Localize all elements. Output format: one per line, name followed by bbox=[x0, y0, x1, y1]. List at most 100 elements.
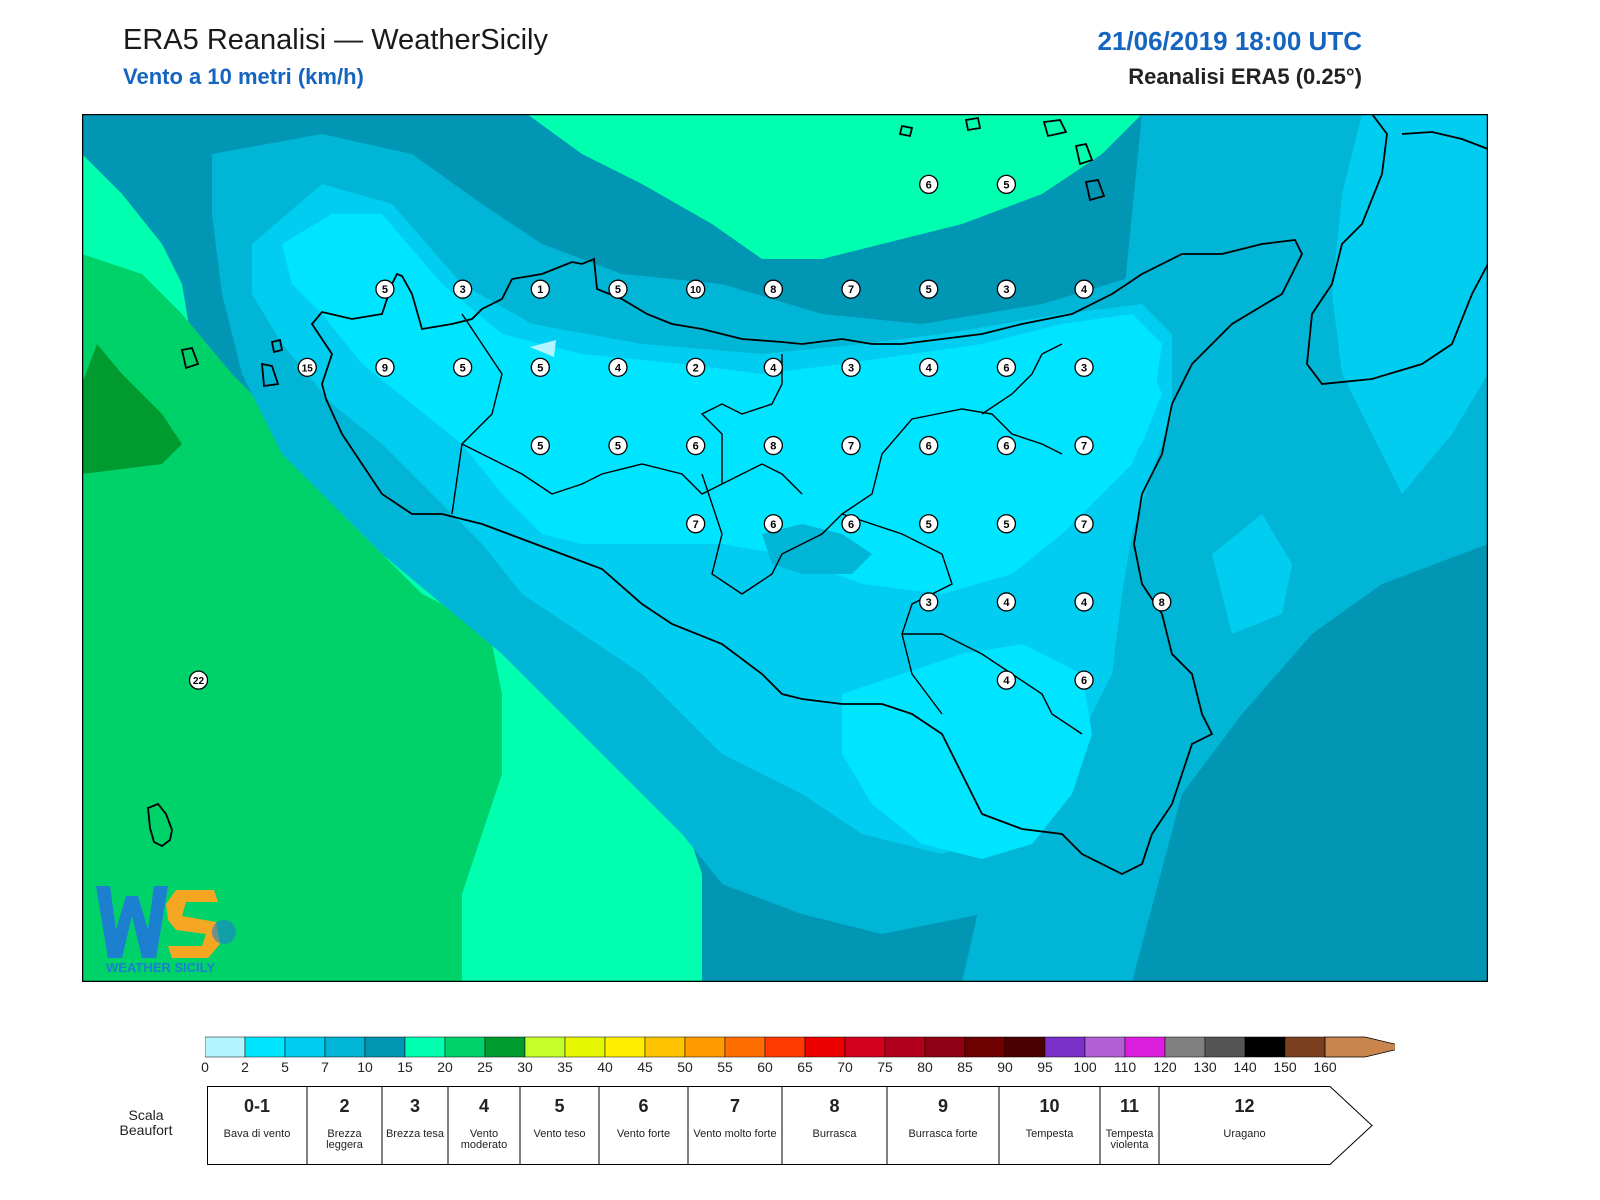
color-scale-tick: 25 bbox=[477, 1059, 493, 1075]
beaufort-description: Vento moderato bbox=[460, 1128, 508, 1151]
wind-station-value: 15 bbox=[302, 363, 314, 374]
wind-station-marker: 22 bbox=[188, 670, 209, 690]
beaufort-description: Burrasca bbox=[812, 1128, 857, 1140]
beaufort-description: Vento teso bbox=[533, 1128, 586, 1140]
calabria-northern-coast bbox=[1401, 131, 1488, 150]
beaufort-number: 5 bbox=[554, 1096, 565, 1116]
color-scale-tick: 150 bbox=[1273, 1059, 1297, 1075]
color-scale-cell bbox=[364, 1036, 406, 1058]
color-scale-tick: 65 bbox=[797, 1059, 813, 1075]
wind-station-marker: 5 bbox=[375, 279, 395, 299]
color-scale-tick: 45 bbox=[637, 1059, 653, 1075]
wind-station-value: 4 bbox=[926, 362, 933, 374]
color-scale-tick: 70 bbox=[837, 1059, 853, 1075]
beaufort-description: Vento forte bbox=[616, 1128, 671, 1140]
color-scale-cell bbox=[524, 1036, 566, 1058]
wind-station-marker: 5 bbox=[919, 514, 939, 534]
wind-station-value: 6 bbox=[926, 441, 932, 453]
wind-station-marker: 6 bbox=[763, 514, 783, 534]
wind-station-value: 4 bbox=[770, 362, 777, 374]
wind-station-value: 5 bbox=[926, 519, 932, 531]
beaufort-class: 11 Tempesta violenta bbox=[1100, 1086, 1159, 1163]
color-scale-tick: 15 bbox=[397, 1059, 413, 1075]
color-scale-cell bbox=[1164, 1036, 1206, 1058]
wind-station-marker: 7 bbox=[686, 514, 706, 534]
wind-station-marker: 6 bbox=[841, 514, 861, 534]
wind-station-value: 7 bbox=[848, 284, 854, 296]
wind-station-marker: 7 bbox=[1074, 435, 1094, 456]
color-scale-tick: 75 bbox=[877, 1059, 893, 1075]
wind-station-value: 3 bbox=[848, 362, 854, 374]
aeolian-islands bbox=[898, 116, 1106, 202]
beaufort-description: Uragano bbox=[1223, 1128, 1266, 1140]
wind-station-marker: 3 bbox=[919, 592, 939, 612]
color-scale-tick: 50 bbox=[677, 1059, 693, 1075]
beaufort-class: 6 Vento forte bbox=[599, 1086, 688, 1163]
beaufort-description: Brezza tesa bbox=[385, 1128, 445, 1140]
weathersicily-logo: WEATHER SICILY bbox=[96, 886, 236, 975]
color-scale-tick: 10 bbox=[357, 1059, 373, 1075]
beaufort-number: 2 bbox=[339, 1096, 350, 1116]
wind-station-marker: 6 bbox=[996, 435, 1017, 456]
wind-station-value: 6 bbox=[848, 519, 854, 531]
wind-station-marker: 1 bbox=[530, 279, 550, 299]
color-scale bbox=[205, 1036, 1395, 1058]
wind-station-value: 6 bbox=[1003, 362, 1009, 374]
map-title: ERA5 Reanalisi — WeatherSicily bbox=[123, 24, 548, 56]
color-scale-tick: 30 bbox=[517, 1059, 533, 1075]
wind-station-marker: 4 bbox=[996, 670, 1017, 690]
field-west-25-30 bbox=[82, 344, 182, 474]
beaufort-number: 3 bbox=[409, 1096, 420, 1116]
wind-station-value: 3 bbox=[1003, 284, 1009, 296]
beaufort-number: 0-1 bbox=[243, 1096, 270, 1116]
wind-station-marker: 3 bbox=[841, 357, 861, 378]
color-scale-tick: 110 bbox=[1113, 1059, 1137, 1075]
beaufort-class: 8 Burrasca bbox=[782, 1086, 887, 1163]
color-scale-cell bbox=[484, 1036, 526, 1058]
wind-station-marker: 6 bbox=[919, 435, 939, 456]
wind-station-value: 5 bbox=[1003, 519, 1009, 531]
color-scale-cell bbox=[1004, 1036, 1046, 1058]
color-scale-tick: 160 bbox=[1313, 1059, 1337, 1075]
calabria-coastline bbox=[1306, 114, 1488, 385]
wind-station-value: 7 bbox=[1081, 519, 1087, 531]
color-scale-cell bbox=[724, 1036, 766, 1058]
color-scale-tick: 120 bbox=[1153, 1059, 1177, 1075]
color-scale-cell bbox=[324, 1036, 366, 1058]
color-scale-cell bbox=[284, 1036, 326, 1058]
color-scale-cell bbox=[1124, 1036, 1166, 1058]
color-scale-tick: 95 bbox=[1037, 1059, 1053, 1075]
wind-station-value: 4 bbox=[1003, 597, 1010, 609]
color-scale-arrow bbox=[1324, 1036, 1395, 1058]
wind-station-marker: 5 bbox=[919, 279, 939, 299]
wind-station-marker: 5 bbox=[452, 357, 473, 378]
wind-station-marker: 6 bbox=[996, 357, 1017, 378]
color-scale-tick: 35 bbox=[557, 1059, 573, 1075]
wind-station-value: 5 bbox=[460, 362, 466, 374]
wind-station-value: 2 bbox=[693, 362, 699, 374]
beaufort-class: 5 Vento teso bbox=[520, 1086, 599, 1163]
wind-station-marker: 7 bbox=[841, 279, 861, 299]
color-scale-cell bbox=[1204, 1036, 1246, 1058]
color-scale-cell bbox=[684, 1036, 726, 1058]
wind-station-marker: 4 bbox=[1074, 592, 1094, 612]
pantelleria-island bbox=[147, 802, 173, 848]
beaufort-class: 7 Vento molto forte bbox=[688, 1086, 782, 1163]
wind-station-marker: 7 bbox=[841, 435, 861, 456]
wind-station-value: 4 bbox=[1081, 597, 1088, 609]
wind-station-value: 6 bbox=[926, 179, 932, 191]
wind-station-marker: 6 bbox=[686, 435, 706, 456]
wind-station-value: 8 bbox=[1159, 597, 1165, 609]
wind-station-value: 4 bbox=[615, 362, 622, 374]
beaufort-number: 4 bbox=[478, 1096, 489, 1116]
field-northeast-2-5 bbox=[1332, 114, 1488, 494]
wind-station-value: 6 bbox=[693, 441, 699, 453]
beaufort-class: 12 Uragano bbox=[1159, 1086, 1330, 1163]
color-scale-cell bbox=[844, 1036, 886, 1058]
wind-station-value: 22 bbox=[193, 676, 205, 687]
color-scale-tick: 40 bbox=[597, 1059, 613, 1075]
beaufort-number: 12 bbox=[1234, 1096, 1255, 1116]
wind-station-marker: 6 bbox=[919, 174, 939, 195]
color-scale-tick: 60 bbox=[757, 1059, 773, 1075]
wind-station-marker: 4 bbox=[763, 357, 783, 378]
